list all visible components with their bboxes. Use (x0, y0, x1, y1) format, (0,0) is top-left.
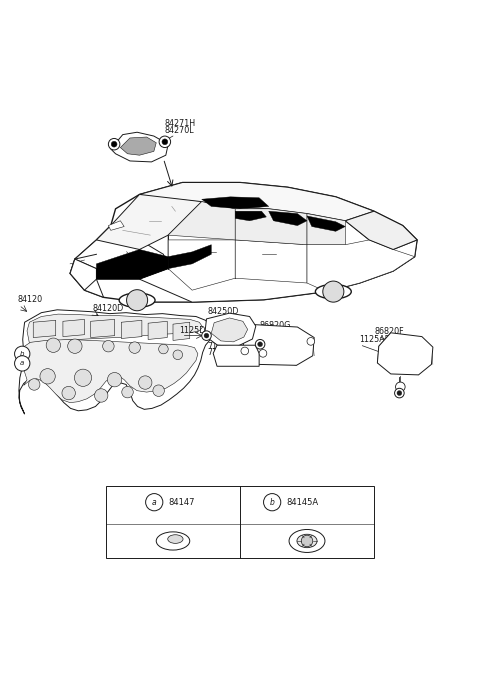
Ellipse shape (168, 535, 183, 543)
Circle shape (103, 340, 114, 352)
Polygon shape (140, 202, 417, 302)
Text: b: b (270, 498, 275, 507)
Circle shape (145, 494, 163, 511)
Polygon shape (235, 211, 266, 220)
Circle shape (68, 339, 82, 354)
Polygon shape (91, 319, 115, 337)
Circle shape (108, 139, 120, 150)
Circle shape (323, 281, 344, 302)
Circle shape (173, 350, 182, 360)
Circle shape (153, 385, 164, 396)
Circle shape (204, 333, 209, 338)
Polygon shape (235, 209, 307, 245)
Ellipse shape (289, 529, 325, 552)
Circle shape (14, 346, 30, 361)
Polygon shape (70, 259, 104, 298)
Circle shape (122, 386, 133, 398)
Text: 71238: 71238 (207, 348, 233, 357)
Ellipse shape (315, 284, 351, 299)
Polygon shape (96, 192, 202, 249)
Circle shape (111, 141, 117, 147)
Text: 1125AD: 1125AD (359, 335, 391, 344)
Ellipse shape (297, 534, 317, 547)
Polygon shape (27, 314, 203, 343)
Polygon shape (121, 321, 142, 339)
Circle shape (159, 136, 170, 148)
Text: b: b (20, 351, 24, 357)
Circle shape (202, 331, 211, 340)
Polygon shape (204, 313, 256, 346)
Text: 84271H: 84271H (164, 120, 195, 128)
Circle shape (14, 356, 30, 371)
Polygon shape (63, 319, 84, 337)
Text: 1339GA: 1339GA (263, 335, 295, 344)
Text: 86820G: 86820G (259, 321, 290, 330)
Text: 86820F: 86820F (375, 327, 405, 335)
Text: 84147: 84147 (168, 498, 195, 507)
Circle shape (258, 342, 263, 346)
Circle shape (397, 391, 402, 395)
Polygon shape (70, 183, 417, 302)
Circle shape (162, 139, 168, 145)
Polygon shape (211, 318, 248, 342)
Text: 84270L: 84270L (164, 125, 194, 134)
Polygon shape (173, 322, 190, 340)
Polygon shape (168, 240, 235, 290)
Polygon shape (345, 211, 417, 249)
Polygon shape (307, 216, 345, 231)
Polygon shape (75, 225, 168, 279)
Polygon shape (140, 183, 374, 220)
Circle shape (74, 369, 92, 386)
Polygon shape (33, 321, 56, 337)
Polygon shape (307, 214, 345, 245)
Text: 84250D: 84250D (207, 307, 239, 316)
Circle shape (396, 382, 405, 391)
Text: 84145A: 84145A (287, 498, 319, 507)
Polygon shape (269, 211, 307, 225)
Text: 84120D: 84120D (93, 304, 124, 313)
Circle shape (129, 342, 141, 354)
Polygon shape (70, 259, 96, 290)
Polygon shape (235, 240, 307, 283)
Polygon shape (19, 310, 212, 414)
Text: 1125DD: 1125DD (179, 326, 211, 335)
Circle shape (46, 338, 60, 352)
Circle shape (259, 349, 267, 357)
Bar (106, 486, 374, 558)
Circle shape (62, 386, 75, 400)
Polygon shape (148, 321, 167, 340)
Polygon shape (213, 345, 259, 366)
Polygon shape (307, 240, 415, 292)
Circle shape (28, 379, 40, 390)
Text: a: a (152, 498, 156, 507)
Circle shape (395, 389, 404, 398)
Polygon shape (377, 332, 433, 375)
Circle shape (255, 340, 265, 349)
Circle shape (307, 337, 315, 345)
Polygon shape (111, 132, 168, 162)
Circle shape (95, 389, 108, 402)
Circle shape (40, 369, 55, 384)
Text: 84120: 84120 (17, 295, 43, 304)
Circle shape (264, 494, 281, 511)
Polygon shape (202, 197, 269, 209)
Polygon shape (168, 202, 235, 240)
Polygon shape (120, 137, 156, 155)
Polygon shape (24, 340, 198, 402)
Ellipse shape (156, 532, 190, 550)
Circle shape (158, 344, 168, 354)
Polygon shape (96, 249, 168, 279)
Circle shape (241, 347, 249, 355)
Circle shape (301, 536, 313, 547)
Circle shape (127, 290, 148, 311)
Polygon shape (108, 220, 124, 230)
Polygon shape (242, 325, 314, 365)
Text: 71248B: 71248B (207, 342, 238, 351)
Circle shape (108, 372, 122, 387)
Text: a: a (20, 360, 24, 366)
Ellipse shape (119, 293, 155, 307)
Circle shape (139, 376, 152, 389)
Polygon shape (168, 245, 211, 269)
